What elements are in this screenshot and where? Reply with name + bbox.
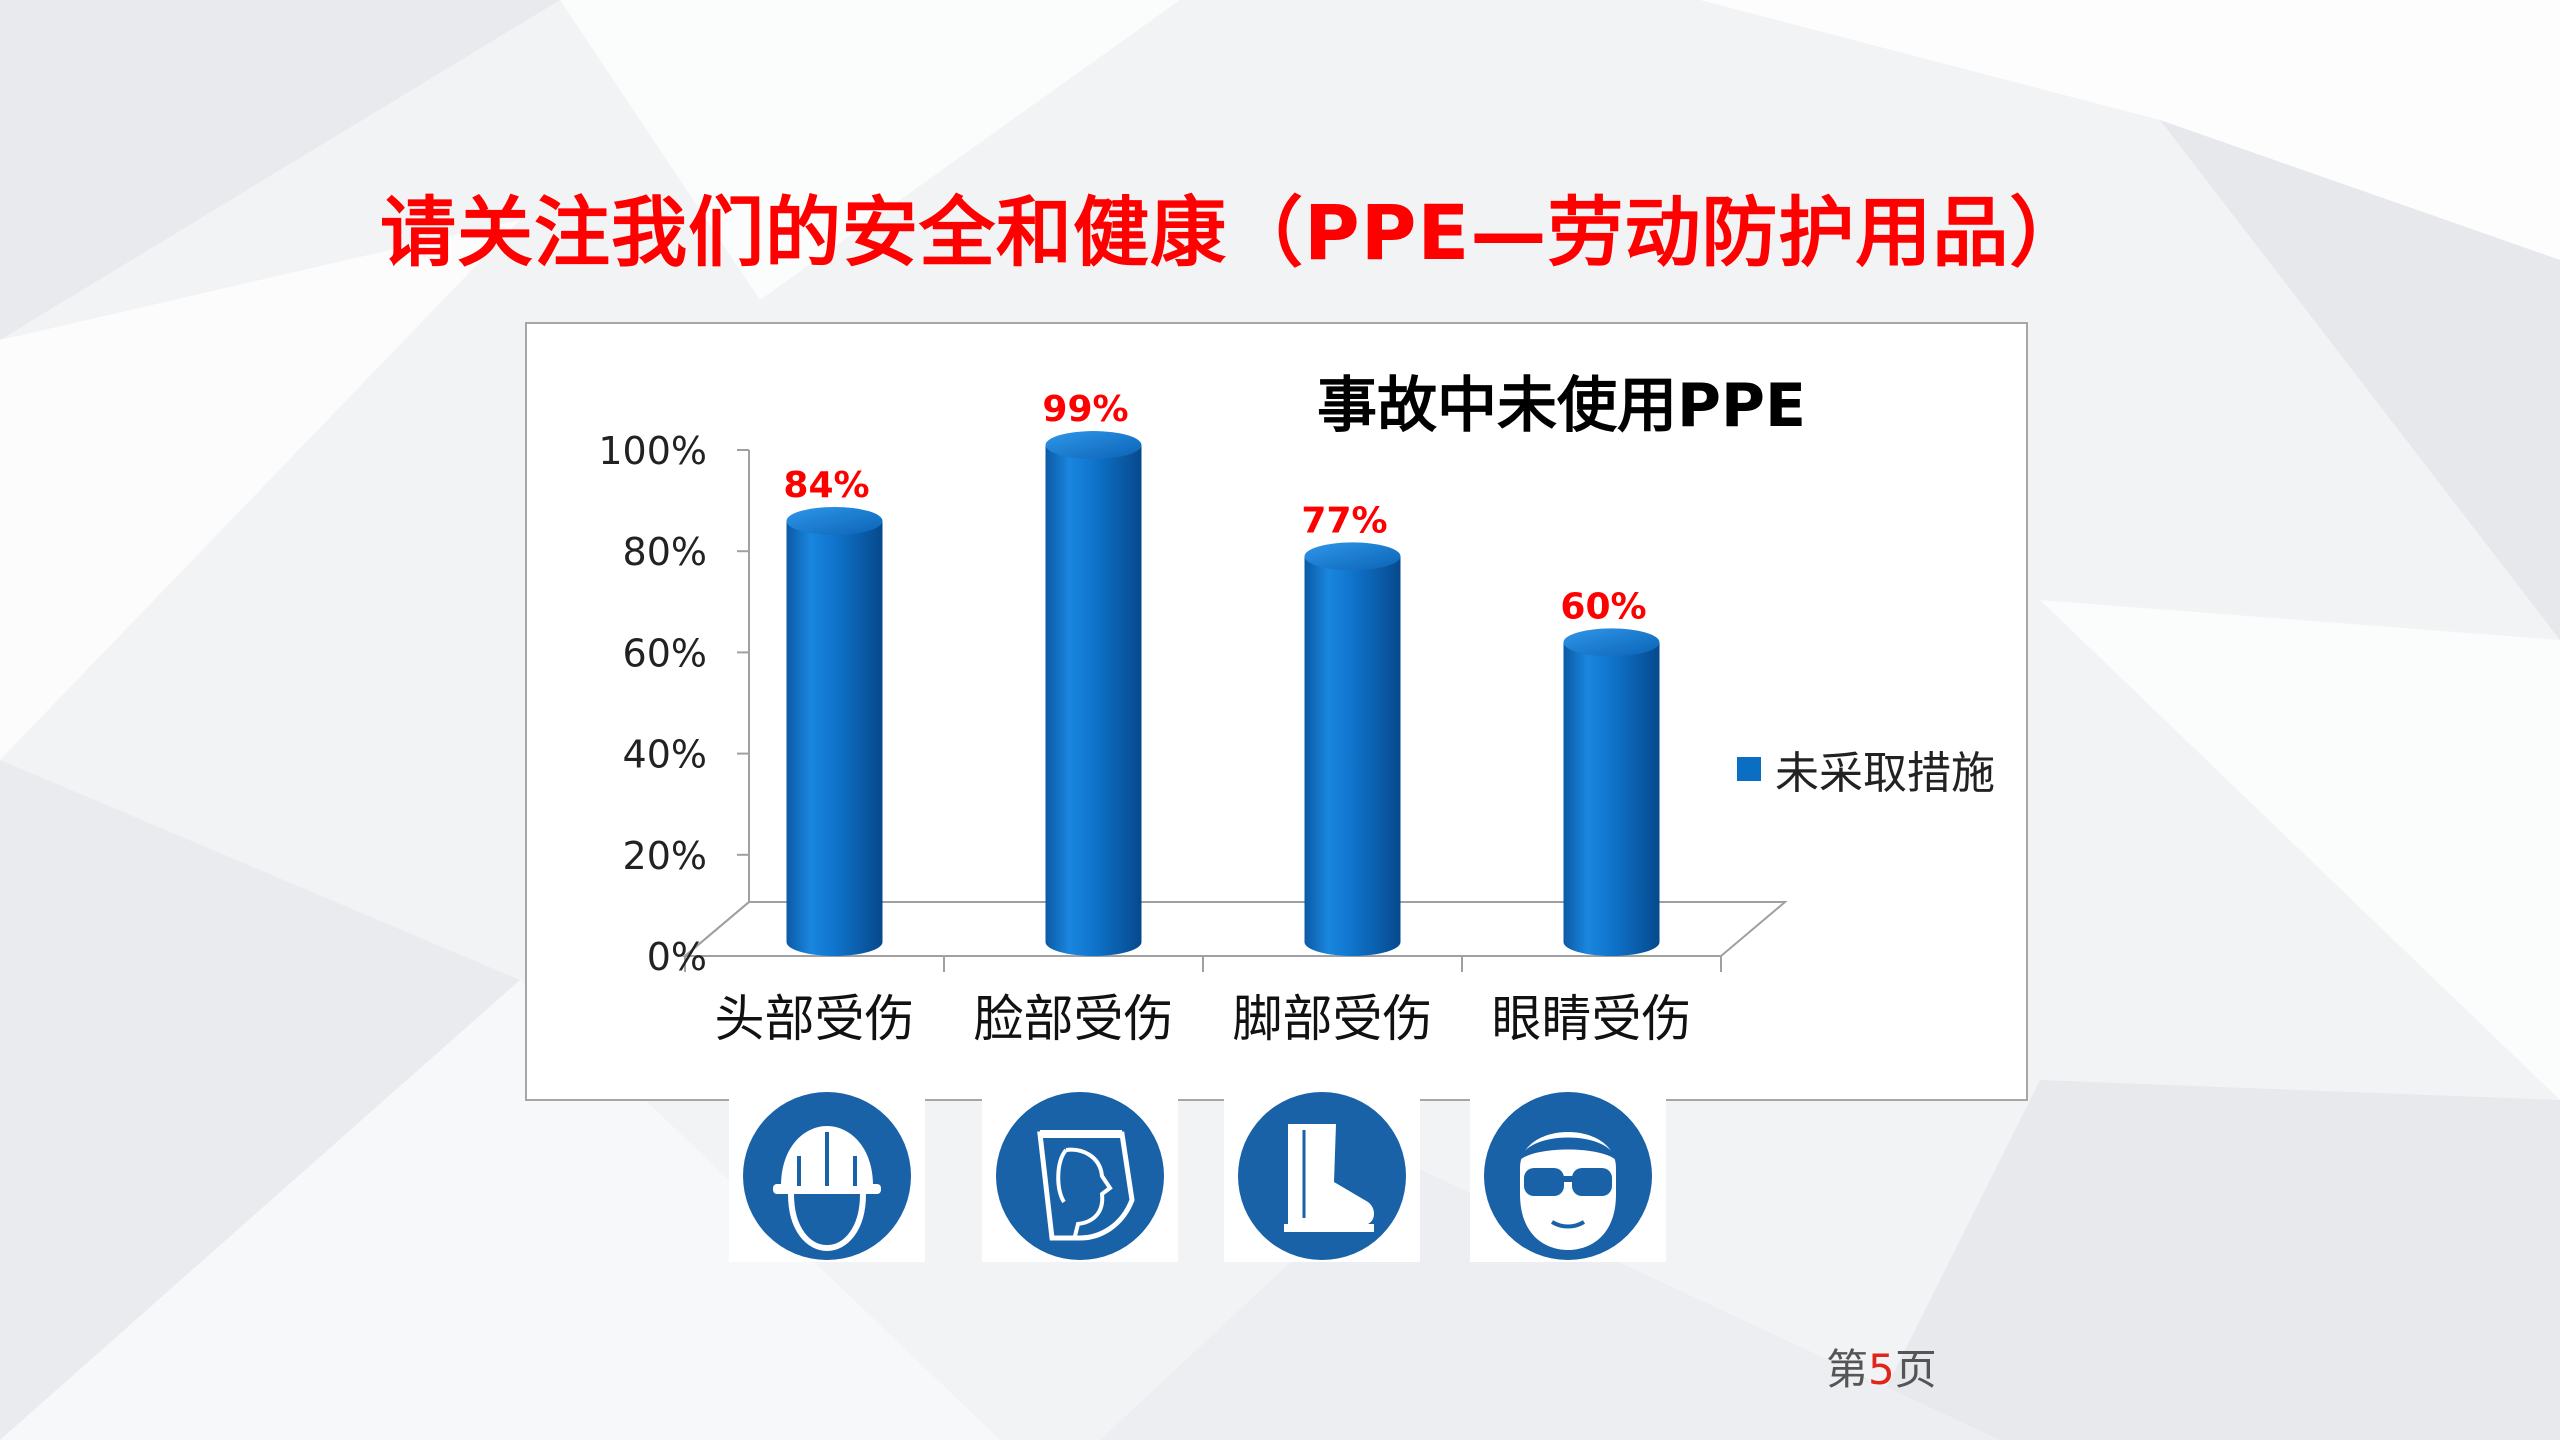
hard-hat-icon [729,1090,925,1262]
y-tick-label: 40% [623,733,707,777]
safety-boot-sign [1224,1090,1420,1262]
data-label: 77% [1301,500,1387,541]
y-tick-label: 80% [623,530,707,574]
y-tick-label: 60% [623,631,707,675]
bar-chart: 0% 20% 40% 60% 80% 100% 头部受伤 脸部受伤 脚部受伤 眼睛受伤 84% 9… [598,389,1788,1048]
y-tick-label: 20% [623,834,707,878]
bar [786,506,883,957]
face-shield-sign [982,1090,1178,1262]
x-tick-label: 脚部受伤 [1233,990,1433,1048]
data-label: 84% [783,465,869,506]
chart-container: 0% 20% 40% 60% 80% 100% 头部受伤 脸部受伤 脚部受伤 眼睛受伤 84% 9… [525,322,2028,1101]
y-tick-label: 0% [647,935,707,979]
legend-swatch [1737,757,1761,781]
x-tick-label: 眼睛受伤 [1492,990,1692,1048]
safety-goggles-icon [1470,1090,1666,1262]
page-number: 第5页 [1826,1340,1976,1400]
face-shield-icon [982,1090,1178,1262]
safety-boot-icon [1224,1090,1420,1262]
bar [1563,628,1660,957]
x-tick-label: 头部受伤 [715,990,915,1048]
x-tick-label: 脸部受伤 [974,990,1174,1048]
chart-legend: 未采取措施 [1737,739,2027,799]
y-tick-label: 100% [598,429,707,473]
legend-label: 未采取措施 [1775,748,1995,799]
page-number-value: 5 [1868,1345,1895,1394]
y-axis-front [684,901,750,957]
chart-title: 事故中未使用PPE [1317,371,1806,441]
hard-hat-sign [729,1090,925,1262]
safety-goggles-sign [1470,1090,1666,1262]
page-suffix: 页 [1894,1345,1937,1394]
data-label: 99% [1042,389,1128,430]
page-prefix: 第 [1826,1345,1869,1394]
slide-title: 请关注我们的安全和健康（PPE—劳动防护用品） [380,188,2087,277]
data-label: 60% [1560,586,1646,627]
bar [1304,542,1401,957]
bar [1045,431,1142,957]
